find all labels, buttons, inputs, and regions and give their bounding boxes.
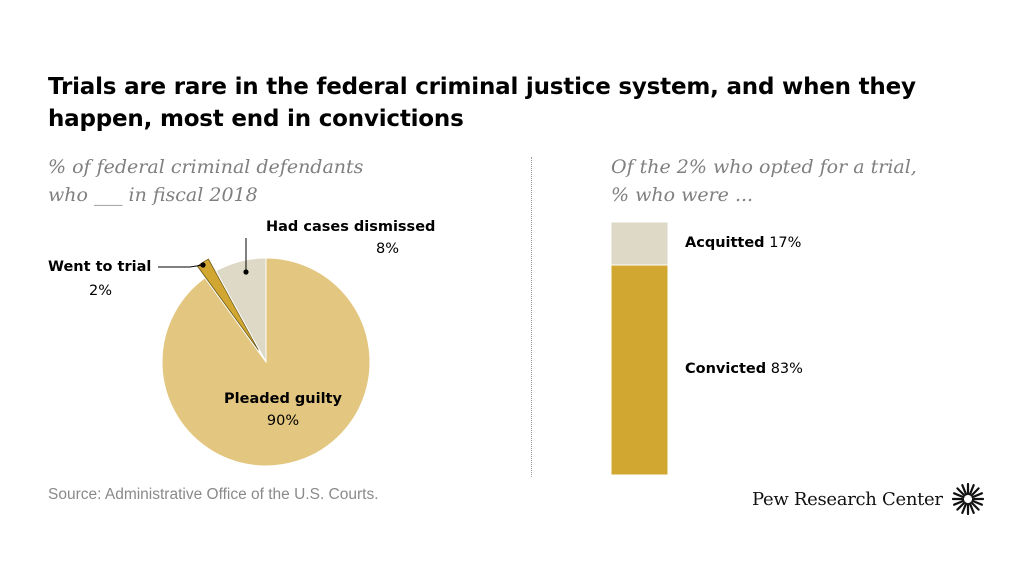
label-guilty-name: Pleaded guilty [224, 391, 342, 407]
bar-subtitle: Of the 2% who opted for a trial, % who w… [611, 153, 917, 209]
label-convicted-value: 83% [770, 361, 803, 377]
label-trial: Went to trial [48, 256, 151, 278]
label-acquitted: Acquitted 17% [685, 232, 801, 254]
pew-logo: Pew Research Center [752, 482, 985, 516]
bar-segment-convicted [610, 264, 669, 476]
pie-subtitle: % of federal criminal defendants who ___… [48, 153, 363, 209]
label-guilty: Pleaded guilty [218, 388, 348, 410]
label-dismissed-value: 8% [376, 241, 400, 257]
leader-dot-dismissed [243, 269, 249, 275]
label-trial-name: Went to trial [48, 259, 152, 275]
pie-subtitle-line-2: who ___ in fiscal 2018 [48, 184, 258, 206]
label-acquitted-name: Acquitted [685, 235, 765, 251]
logo-text: Pew Research Center [752, 488, 943, 510]
label-trial-value: 2% [89, 283, 113, 299]
panel-divider [531, 157, 532, 477]
chart-title: Trials are rare in the federal criminal … [48, 74, 916, 132]
pew-sunburst-icon [951, 482, 984, 516]
pie-slice-dismissed [215, 257, 267, 363]
source-note: Source: Administrative Office of the U.S… [48, 486, 379, 503]
label-acquitted-value: 17% [769, 235, 802, 251]
label-guilty-value: 90% [266, 413, 300, 429]
label-convicted: Convicted 83% [685, 358, 803, 380]
label-convicted-name: Convicted [685, 361, 767, 377]
label-dismissed-name: Had cases dismissed [266, 219, 436, 235]
pie-subtitle-line-1: % of federal criminal defendants [48, 156, 364, 178]
leader-dot-trial [200, 262, 206, 268]
label-dismissed: Had cases dismissed [266, 216, 435, 238]
bar-subtitle-line-1: Of the 2% who opted for a trial, [611, 156, 917, 178]
leader-trial [158, 264, 204, 268]
bar-subtitle-line-2: % who were ... [611, 184, 754, 206]
bar-segment-acquitted [610, 221, 669, 266]
